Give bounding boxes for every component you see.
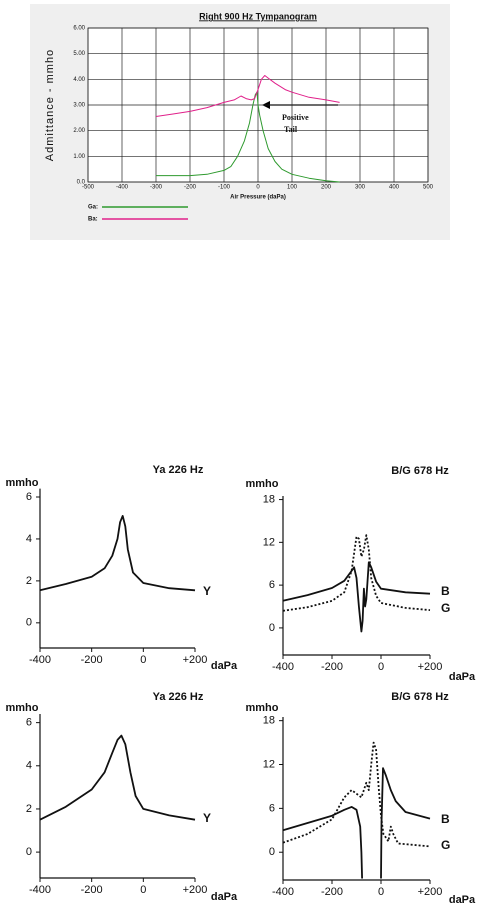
- y-tick-label: 18: [263, 493, 275, 505]
- x-axis-label: daPa: [211, 891, 238, 903]
- series-label: B: [441, 584, 450, 598]
- y-tick-label: 0: [26, 846, 32, 858]
- y-axis-label: mmho: [6, 477, 39, 489]
- y-tick-label: 1.00: [73, 154, 85, 160]
- x-tick-label: 400: [389, 185, 400, 191]
- y-tick-label: 4.00: [73, 77, 85, 83]
- y-axis-label: mmho: [6, 702, 39, 714]
- y-axis-label: mmho: [246, 478, 279, 490]
- x-tick-label: 200: [321, 185, 332, 191]
- x-tick-label: -400: [272, 886, 294, 898]
- y-tick-label: 18: [263, 715, 275, 727]
- annotation: Positive: [282, 113, 309, 122]
- y-tick-label: 3.00: [73, 103, 85, 109]
- x-tick-label: -400: [29, 884, 51, 896]
- series-label: Y: [203, 811, 211, 825]
- x-tick-label: -200: [321, 661, 343, 673]
- annotation: Tail: [284, 125, 298, 134]
- y-tick-label: 12: [263, 758, 275, 770]
- series-line: [282, 534, 431, 612]
- x-tick-label: -200: [81, 654, 103, 666]
- y-tick-label: 0: [269, 846, 275, 858]
- x-axis-label: daPa: [449, 894, 476, 906]
- chart: Right 900 Hz Tympanogram Admittance - mmh…: [44, 11, 434, 222]
- x-tick-label: -100: [218, 185, 231, 191]
- y-axis-label: Admittance - mmho: [44, 49, 56, 161]
- x-tick-label: -300: [150, 185, 163, 191]
- y-tick-label: 6: [269, 802, 275, 814]
- x-tick-label: +200: [418, 661, 443, 673]
- y-tick-label: 0: [26, 617, 32, 629]
- y-tick-label: 6: [26, 491, 32, 503]
- chart-title: B/G 678 Hz: [391, 691, 449, 703]
- series-label: G: [441, 838, 450, 852]
- chart: Ya 226 Hz mmho daPa 0 2 4 6 -400 -200 0 +200 Y: [6, 691, 239, 903]
- series-line: [282, 767, 431, 879]
- chart-title: B/G 678 Hz: [391, 465, 449, 477]
- x-axis-label: daPa: [211, 660, 238, 672]
- y-tick-label: 4: [26, 533, 32, 545]
- x-axis-label: daPa: [449, 671, 476, 683]
- y-axis-label: mmho: [246, 702, 279, 714]
- chart-title: Ya 226 Hz: [153, 691, 204, 703]
- series-label: B: [441, 812, 450, 826]
- y-tick-label: 12: [263, 536, 275, 548]
- x-tick-label: -200: [184, 185, 197, 191]
- x-tick-label: -200: [81, 884, 103, 896]
- y-tick-label: 2: [26, 803, 32, 815]
- y-tick-label: 6.00: [73, 26, 85, 32]
- chart-title: Right 900 Hz Tympanogram: [199, 11, 317, 21]
- y-tick-label: 5.00: [73, 51, 85, 57]
- x-tick-label: 100: [287, 185, 298, 191]
- chart-title: Ya 226 Hz: [153, 464, 204, 476]
- series-line: [282, 741, 431, 848]
- x-tick-label: +200: [183, 884, 208, 896]
- x-tick-label: 0: [378, 886, 384, 898]
- y-tick-label: 0: [269, 622, 275, 634]
- y-tick-label: 6: [269, 579, 275, 591]
- x-tick-label: -200: [321, 886, 343, 898]
- x-tick-label: 300: [355, 185, 366, 191]
- y-tick-label: 6: [26, 717, 32, 729]
- y-tick-label: 0.0: [77, 180, 86, 186]
- series-line: [39, 515, 196, 592]
- series-line: [39, 734, 196, 821]
- y-tick-label: 2: [26, 575, 32, 587]
- series-label: G: [441, 601, 450, 615]
- series-line: [155, 75, 340, 117]
- x-axis-label: Air Pressure (daPa): [230, 195, 286, 201]
- x-tick-label: -500: [82, 185, 95, 191]
- x-tick-label: 0: [140, 884, 146, 896]
- y-tick-label: 2.00: [73, 128, 85, 134]
- chart: B/G 678 Hz mmho daPa 0 6 12 18 -400 -200 0 +200 BG: [246, 691, 477, 906]
- x-tick-label: +200: [418, 886, 443, 898]
- legend-label: Ga:: [88, 205, 98, 211]
- chart: Ya 226 Hz mmho daPa 0 2 4 6 -400 -200 0 +200 Y: [6, 464, 239, 672]
- series-label: Y: [203, 584, 211, 598]
- chart: B/G 678 Hz mmho daPa 0 6 12 18 -400 -200 0 +200 BG: [246, 465, 477, 683]
- x-tick-label: 0: [256, 185, 260, 191]
- x-tick-label: -400: [116, 185, 129, 191]
- y-tick-label: 4: [26, 760, 32, 772]
- x-tick-label: +200: [183, 654, 208, 666]
- series-line: [282, 561, 431, 633]
- legend-label: Ba:: [88, 217, 98, 223]
- x-tick-label: 0: [140, 654, 146, 666]
- x-tick-label: -400: [272, 661, 294, 673]
- x-tick-label: 500: [423, 185, 434, 191]
- x-tick-label: 0: [378, 661, 384, 673]
- x-tick-label: -400: [29, 654, 51, 666]
